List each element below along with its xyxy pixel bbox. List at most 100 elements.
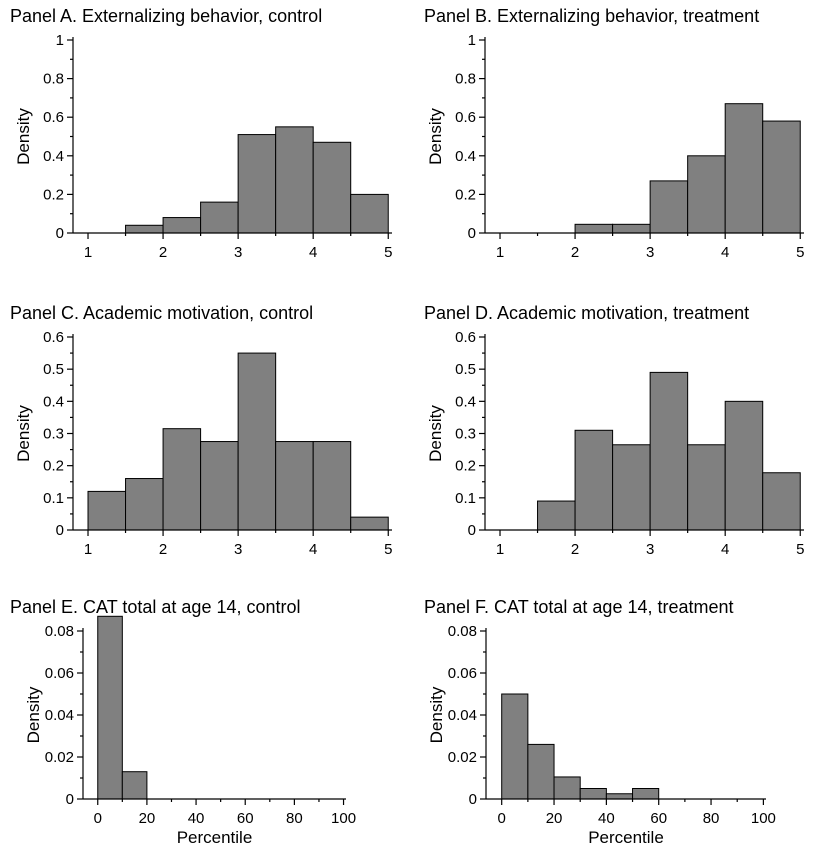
panel-e-ytick-label-0: 0	[66, 791, 74, 808]
panel-c-ytick-label-6: 0.6	[43, 329, 64, 346]
panel-e-xtick-label-0: 0	[94, 810, 102, 827]
panel-e-ytick-label-1: 0.02	[45, 749, 74, 766]
panel-f-xtick-label-1: 20	[546, 810, 563, 827]
panel-f-ytick-label-0: 0	[469, 791, 477, 808]
panel-b-bar-2	[574, 223, 614, 234]
panel-b: Panel B. Externalizing behavior, treatme…	[424, 6, 804, 261]
panel-d-ytick-label-5: 0.5	[455, 361, 476, 378]
panel-c-ytick-label-1: 0.1	[43, 490, 64, 507]
panel-c-bar-7	[350, 516, 389, 531]
panel-b-ytick-label-2: 0.4	[455, 148, 476, 165]
panel-c-title: Panel C. Academic motivation, control	[10, 303, 313, 323]
panel-d-xtick-label-4: 5	[796, 541, 804, 558]
panel-b-bar-5	[687, 155, 726, 234]
panel-e-ytick-label-2: 0.04	[45, 707, 74, 724]
panel-d-xtick-label-3: 4	[721, 541, 729, 558]
panel-a-title: Panel A. Externalizing behavior, control	[10, 6, 322, 26]
panel-c-ytick-label-5: 0.5	[43, 361, 64, 378]
panel-a-ytick-label-3: 0.6	[43, 109, 64, 126]
panel-a-ytick-label-5: 1	[56, 32, 64, 49]
panel-b-ytick-label-3: 0.6	[455, 109, 476, 126]
panel-c-ytick-label-0: 0	[56, 522, 64, 539]
panel-c: Panel C. Academic motivation, control 0 0.…	[10, 303, 392, 558]
panel-f-xtick-label-2: 40	[598, 810, 615, 827]
panel-c-xtick-label-2: 3	[234, 541, 242, 558]
panel-c-bar-6	[312, 441, 352, 531]
panel-f-bar-5	[632, 788, 660, 800]
panel-f-bar-0	[501, 693, 529, 800]
panel-e-xtick-label-3: 60	[237, 810, 254, 827]
panel-d: Panel D. Academic motivation, treatment 0…	[424, 303, 804, 558]
panel-f-bar-3	[579, 788, 607, 800]
panel-b-ylabel: Density	[426, 108, 445, 165]
panel-c-bar-1	[125, 478, 164, 531]
panel-f: Panel F. CAT total at age 14, treatment 0…	[424, 597, 776, 847]
panel-d-bar-6	[724, 400, 764, 531]
panel-f-ytick-label-2: 0.04	[448, 707, 477, 724]
panel-b-ytick-label-0: 0	[468, 225, 476, 242]
panel-d-bar-7	[762, 472, 801, 531]
panel-e-xtick-label-4: 80	[286, 810, 303, 827]
panel-f-bar-4	[605, 793, 634, 800]
panel-f-ylabel: Density	[427, 686, 446, 743]
panel-d-ytick-label-1: 0.1	[455, 490, 476, 507]
panel-f-xtick-label-5: 100	[751, 810, 776, 827]
panel-d-ytick-label-2: 0.2	[455, 458, 476, 475]
panel-e: Panel E. CAT total at age 14, control 0 0.…	[10, 597, 356, 847]
panel-f-ytick-label-1: 0.02	[448, 749, 477, 766]
panel-c-xtick-label-0: 1	[84, 541, 92, 558]
panel-f-xtick-label-0: 0	[498, 810, 506, 827]
panel-e-xlabel: Percentile	[177, 828, 253, 847]
panel-a-xtick-label-1: 2	[159, 244, 167, 261]
panel-b-bar-3	[612, 223, 651, 234]
panel-e-bar-1	[121, 771, 148, 800]
panel-a-ytick-label-0: 0	[56, 225, 64, 242]
panel-a-ytick-label-1: 0.2	[43, 186, 64, 203]
panel-b-title: Panel B. Externalizing behavior, treatme…	[424, 6, 759, 26]
panel-c-ytick-label-4: 0.4	[43, 393, 64, 410]
panel-e-bar-0	[97, 615, 123, 800]
panel-a-xtick-label-4: 5	[384, 244, 392, 261]
panel-e-xtick-label-5: 100	[331, 810, 356, 827]
panel-f-xtick-label-3: 60	[650, 810, 667, 827]
panel-d-bar-5	[687, 444, 726, 531]
panel-b-bar-4	[649, 180, 689, 234]
panel-f-ytick-label-3: 0.06	[448, 665, 477, 682]
panel-f-title: Panel F. CAT total at age 14, treatment	[424, 597, 734, 617]
panel-a-bar-6	[312, 141, 352, 234]
panel-f-bar-1	[527, 743, 555, 800]
panel-a-bar-3	[200, 201, 239, 234]
panel-d-ytick-label-4: 0.4	[455, 393, 476, 410]
panel-d-ylabel: Density	[426, 405, 445, 462]
panel-b-xtick-label-2: 3	[646, 244, 654, 261]
panel-f-xlabel: Percentile	[588, 828, 664, 847]
panel-c-xtick-label-3: 4	[309, 541, 317, 558]
panel-a: Panel A. Externalizing behavior, control…	[10, 6, 392, 261]
panel-f-bar-2	[553, 776, 581, 800]
panel-f-xtick-label-4: 80	[703, 810, 720, 827]
panel-e-title: Panel E. CAT total at age 14, control	[10, 597, 301, 617]
panel-a-xtick-label-2: 3	[234, 244, 242, 261]
panel-c-bar-0	[87, 490, 127, 531]
panel-c-ytick-label-3: 0.3	[43, 426, 64, 443]
panel-e-xtick-label-2: 40	[188, 810, 205, 827]
panel-a-bar-1	[125, 224, 164, 234]
panel-d-bar-2	[574, 429, 614, 531]
panel-d-xtick-label-1: 2	[571, 541, 579, 558]
panel-f-ytick-label-4: 0.08	[448, 623, 477, 640]
panel-a-bar-4	[237, 134, 277, 234]
panel-d-title: Panel D. Academic motivation, treatment	[424, 303, 749, 323]
panel-c-bar-2	[162, 428, 202, 531]
panel-c-bar-4	[237, 352, 277, 531]
panel-b-xtick-label-4: 5	[796, 244, 804, 261]
panel-b-ytick-label-4: 0.8	[455, 71, 476, 88]
panel-c-xtick-label-4: 5	[384, 541, 392, 558]
panel-c-ytick-label-2: 0.2	[43, 458, 64, 475]
panel-d-bar-1	[537, 500, 576, 531]
panel-c-bar-3	[200, 441, 239, 531]
panel-b-xtick-label-3: 4	[721, 244, 729, 261]
panel-a-bar-7	[350, 193, 389, 234]
panel-d-xtick-label-2: 3	[646, 541, 654, 558]
panel-d-ytick-label-3: 0.3	[455, 426, 476, 443]
panel-b-ytick-label-1: 0.2	[455, 186, 476, 203]
